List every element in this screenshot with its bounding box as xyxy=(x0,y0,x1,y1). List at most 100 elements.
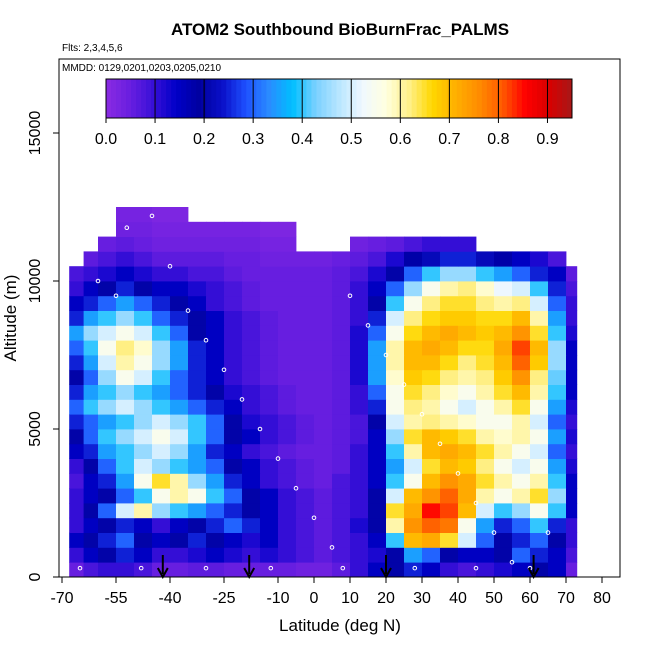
heatmap-cell xyxy=(98,414,117,430)
heatmap-cell xyxy=(314,517,333,533)
heatmap-cell xyxy=(530,429,549,445)
heatmap-cell xyxy=(512,295,531,311)
heatmap-cell xyxy=(386,355,405,371)
colorbar-segment xyxy=(431,79,438,118)
colorbar-segment xyxy=(171,79,177,118)
heatmap-cell xyxy=(188,325,207,341)
heatmap-cell xyxy=(69,517,84,533)
heatmap-cell xyxy=(530,458,549,474)
heatmap-cell xyxy=(134,281,153,297)
heatmap-cell xyxy=(98,340,117,356)
colorbar-segment xyxy=(111,79,117,118)
heatmap-cell xyxy=(476,547,495,563)
heatmap-cell xyxy=(188,310,207,326)
heatmap-cell xyxy=(260,221,279,237)
track-point xyxy=(138,565,144,571)
track-point xyxy=(95,278,101,284)
heatmap-cell xyxy=(83,266,99,282)
heatmap-cell xyxy=(530,355,549,371)
heatmap-cell xyxy=(332,443,351,459)
heatmap-cell xyxy=(458,325,477,341)
colorbar-segment xyxy=(411,79,418,118)
heatmap-cell xyxy=(170,532,189,548)
heatmap-cell xyxy=(566,503,578,519)
heatmap-cell xyxy=(134,369,153,385)
heatmap-cell xyxy=(422,251,441,267)
heatmap-cell xyxy=(458,384,477,400)
heatmap-cell xyxy=(278,325,297,341)
heatmap-cell xyxy=(548,517,567,533)
track-point xyxy=(365,323,371,328)
track-point xyxy=(293,485,299,491)
heatmap-cell xyxy=(170,547,189,563)
heatmap-cell xyxy=(368,503,387,519)
heatmap-cell xyxy=(548,251,567,267)
colorbar-segment xyxy=(376,79,383,118)
x-tick-label: 40 xyxy=(449,590,467,607)
heatmap-cell xyxy=(314,266,333,282)
heatmap-cell xyxy=(350,547,369,563)
heatmap-cell xyxy=(476,295,495,311)
heatmap-cell xyxy=(170,207,189,223)
heatmap-cell xyxy=(332,473,351,489)
heatmap-cell xyxy=(170,266,189,282)
heatmap-cell xyxy=(278,443,297,459)
heatmap-cell xyxy=(116,310,135,326)
heatmap-cell xyxy=(278,310,297,326)
heatmap-cell xyxy=(224,251,243,267)
colorbar-segment xyxy=(416,79,423,118)
heatmap-cell xyxy=(134,266,153,282)
heatmap-cell xyxy=(494,443,513,459)
heatmap-cell xyxy=(260,458,279,474)
heatmap-cell xyxy=(188,503,207,519)
heatmap-cell xyxy=(116,473,135,489)
heatmap-cell xyxy=(296,443,315,459)
heatmap-cell xyxy=(69,281,84,297)
colorbar-segment xyxy=(331,79,337,118)
heatmap-cell xyxy=(422,547,441,563)
heatmap-cell xyxy=(422,340,441,356)
heatmap-cell xyxy=(83,399,99,415)
heatmap-cell xyxy=(278,355,297,371)
heatmap-cell xyxy=(530,473,549,489)
heatmap-cell xyxy=(368,325,387,341)
heatmap-cell xyxy=(386,340,405,356)
heatmap-cell xyxy=(224,355,243,371)
colorbar-segment xyxy=(456,79,463,118)
heatmap-cell xyxy=(476,399,495,415)
heatmap-cell xyxy=(206,340,225,356)
heatmap-cell xyxy=(368,429,387,445)
heatmap-cell xyxy=(422,562,441,578)
heatmap-cell xyxy=(458,443,477,459)
heatmap-cell xyxy=(440,369,459,385)
track-point xyxy=(203,565,209,571)
heatmap-cell xyxy=(386,488,405,504)
heatmap-cell xyxy=(188,221,207,237)
heatmap-cell xyxy=(512,503,531,519)
heatmap-cell xyxy=(350,399,369,415)
heatmap-cell xyxy=(404,488,423,504)
heatmap-cell xyxy=(440,355,459,371)
heatmap-cell xyxy=(458,340,477,356)
heatmap-cell xyxy=(440,399,459,415)
heatmap-cell xyxy=(83,458,99,474)
heatmap-cell xyxy=(98,547,117,563)
heatmap-cell xyxy=(512,488,531,504)
heatmap-cell xyxy=(134,547,153,563)
x-axis: -70 -55 -40 -25 -10 0 10 20 30 40 50 60 70 80 xyxy=(50,577,611,607)
heatmap-cell xyxy=(206,355,225,371)
heatmap-cell xyxy=(134,443,153,459)
heatmap-cell xyxy=(296,547,315,563)
heatmap-cell xyxy=(170,384,189,400)
heatmap-cell xyxy=(440,281,459,297)
heatmap-cell xyxy=(260,429,279,445)
colorbar-segment xyxy=(346,79,353,118)
heatmap-cell xyxy=(134,355,153,371)
heatmap-cell xyxy=(83,429,99,445)
colorbar-tick-label: 0.4 xyxy=(291,131,313,148)
heatmap-cell xyxy=(296,355,315,371)
x-tick-label: -55 xyxy=(104,590,127,607)
heatmap-cell xyxy=(476,281,495,297)
heatmap-cell xyxy=(170,443,189,459)
heatmap-cell xyxy=(494,295,513,311)
